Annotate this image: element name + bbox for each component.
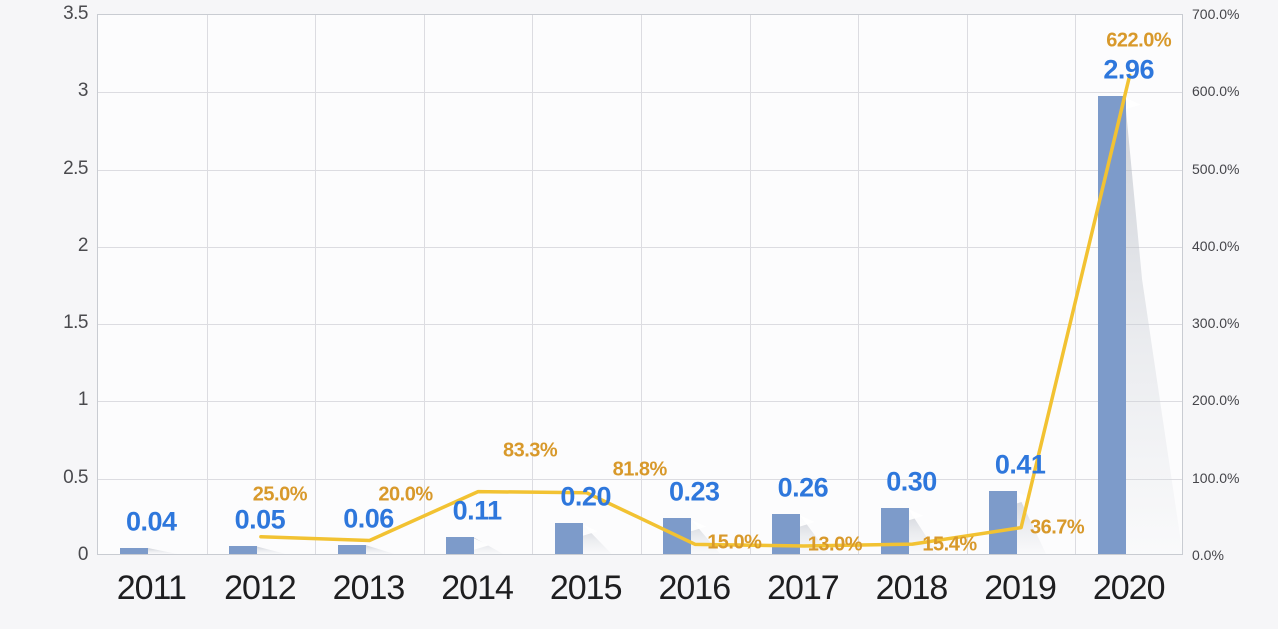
category-label: 2017 <box>767 569 840 607</box>
category-label: 2018 <box>875 569 949 607</box>
bar-value-label: 0.11 <box>452 495 503 526</box>
bar <box>989 490 1018 554</box>
category-label: 2011 <box>116 569 187 607</box>
bar-shadow <box>364 544 395 554</box>
growth-pct-label: 36.7% <box>1029 516 1085 539</box>
bar-value-label: 0.06 <box>343 503 394 534</box>
right-axis-tick: 0.0% <box>1192 547 1224 563</box>
v-gridline <box>858 15 860 554</box>
bar-value-label: 2.96 <box>1103 54 1154 85</box>
growth-pct-label: 15.0% <box>707 531 762 554</box>
v-gridline <box>206 15 208 554</box>
growth-pct-label: 83.3% <box>502 439 558 462</box>
bar-shadow-fold <box>1124 97 1141 110</box>
right-axis-tick: 300.0% <box>1192 315 1240 332</box>
growth-pct-label: 13.0% <box>807 533 863 556</box>
left-axis-tick: 0.5 <box>63 466 88 488</box>
bar <box>771 513 800 554</box>
v-gridline <box>966 15 968 554</box>
bar-value-label: 0.30 <box>886 466 937 497</box>
left-axis-tick: 0 <box>77 544 89 565</box>
left-axis-tick: 2.5 <box>63 157 88 179</box>
h-gridline <box>98 246 1182 248</box>
category-label: 2015 <box>549 569 623 607</box>
bar-value-label: 0.05 <box>234 504 286 535</box>
bar <box>1097 96 1126 554</box>
category-label: 2013 <box>332 569 406 607</box>
category-label: 2019 <box>984 569 1057 607</box>
bar <box>446 537 475 554</box>
left-axis-tick: 3.5 <box>63 3 88 24</box>
bar-value-label: 0.41 <box>994 449 1046 480</box>
bar-shadow-fold <box>907 508 924 521</box>
right-axis-tick: 700.0% <box>1192 6 1240 22</box>
bar <box>554 523 583 554</box>
right-axis-tick: 600.0% <box>1192 83 1240 100</box>
growth-pct-label: 20.0% <box>378 483 433 506</box>
left-axis-tick: 1 <box>77 389 89 411</box>
bar-value-label: 0.23 <box>669 476 720 507</box>
bar-value-label: 0.26 <box>777 472 829 503</box>
category-label: 2016 <box>658 569 731 607</box>
growth-pct-label: 81.8% <box>612 458 668 481</box>
v-gridline <box>423 15 425 554</box>
category-label: 2012 <box>224 569 297 607</box>
bar-shadow <box>1124 96 1183 554</box>
growth-pct-label: 622.0% <box>1106 29 1172 52</box>
bar <box>663 518 692 554</box>
left-axis-tick: 2 <box>77 234 89 256</box>
category-label: 2020 <box>1092 569 1166 607</box>
v-gridline <box>315 15 317 554</box>
bar-shadow-fold <box>1016 491 1033 504</box>
left-axis-tick: 3 <box>77 80 89 102</box>
growth-pct-label: 25.0% <box>252 483 308 506</box>
v-gridline <box>749 15 751 554</box>
bar-value-label: 0.04 <box>126 506 177 537</box>
bar-shadow <box>255 546 286 554</box>
category-label: 2014 <box>441 569 514 607</box>
v-gridline <box>1075 15 1077 554</box>
h-gridline <box>98 92 1182 94</box>
right-axis-tick: 400.0% <box>1192 237 1240 254</box>
bar <box>120 547 149 554</box>
bar-shadow <box>147 547 178 554</box>
bar <box>228 546 257 554</box>
right-axis-tick: 500.0% <box>1192 160 1240 177</box>
right-axis-tick: 100.0% <box>1192 469 1240 486</box>
growth-pct-label: 15.4% <box>922 533 977 556</box>
h-gridline <box>98 169 1182 171</box>
left-axis-tick: 1.5 <box>63 312 88 334</box>
bar <box>880 507 909 554</box>
v-gridline <box>532 15 534 554</box>
bar <box>337 544 366 554</box>
bar-value-label: 0.20 <box>560 481 611 512</box>
h-gridline <box>98 401 1182 403</box>
h-gridline <box>98 324 1182 326</box>
right-axis-tick: 200.0% <box>1192 392 1240 409</box>
